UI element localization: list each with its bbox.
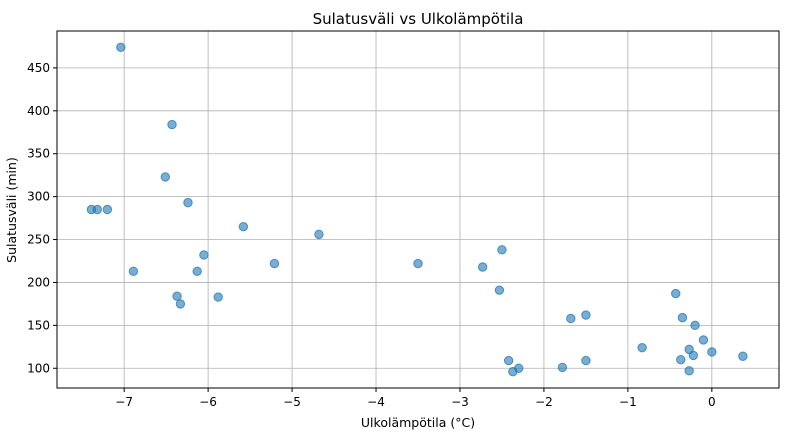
data-point xyxy=(566,313,576,324)
x-tick-label: −4 xyxy=(367,395,385,409)
data-point xyxy=(160,172,171,182)
y-tick-label: 350 xyxy=(27,147,50,161)
data-point xyxy=(698,335,709,345)
data-point xyxy=(92,204,102,215)
data-point xyxy=(175,299,186,309)
data-point xyxy=(192,266,202,276)
data-point xyxy=(738,351,748,361)
x-tick-label: −2 xyxy=(535,395,553,409)
y-tick-label: 200 xyxy=(27,275,50,289)
x-tick-label: 0 xyxy=(708,395,716,409)
y-tick-label: 250 xyxy=(27,233,50,247)
data-point xyxy=(116,42,126,53)
data-point xyxy=(581,355,591,366)
data-point xyxy=(199,250,209,260)
data-point xyxy=(707,347,717,357)
data-point xyxy=(213,292,223,302)
data-point xyxy=(514,363,524,373)
x-tick-label: −6 xyxy=(199,395,217,409)
data-points xyxy=(86,42,748,377)
y-axis-label: Sulatusväli (min) xyxy=(4,157,19,263)
data-point xyxy=(557,362,568,373)
data-point xyxy=(183,197,193,208)
data-point xyxy=(688,350,699,361)
grid-lines xyxy=(57,31,779,388)
data-point xyxy=(503,355,514,366)
data-point xyxy=(581,310,591,320)
x-tick-label: −1 xyxy=(619,395,637,409)
data-point xyxy=(676,354,686,365)
chart-title: Sulatusväli vs Ulkolämpötila xyxy=(313,10,524,28)
data-point xyxy=(677,312,688,323)
data-point xyxy=(497,245,507,255)
data-point xyxy=(128,266,139,276)
plot-frame xyxy=(56,30,780,389)
y-tick-label: 400 xyxy=(27,104,50,118)
data-point xyxy=(269,258,280,269)
data-point xyxy=(172,291,182,301)
data-point xyxy=(413,258,423,269)
data-point xyxy=(314,229,324,240)
data-point xyxy=(102,204,113,215)
data-point xyxy=(167,119,177,130)
x-axis-label: Ulkolämpötila (°C) xyxy=(361,415,475,430)
y-tick-label: 300 xyxy=(27,190,50,204)
data-point xyxy=(477,262,488,272)
data-point xyxy=(671,288,681,299)
y-tick-label: 150 xyxy=(27,318,50,332)
data-point xyxy=(494,285,505,295)
y-axis-ticks: 100 150 200 250 300 350 400 450 xyxy=(27,61,57,375)
data-point xyxy=(637,342,647,353)
x-axis-ticks: −7 −6 −5 −4 −3 −2 −1 0 xyxy=(115,388,716,409)
x-tick-label: −7 xyxy=(115,395,133,409)
data-point xyxy=(238,221,249,232)
x-tick-label: −3 xyxy=(451,395,469,409)
data-point xyxy=(690,320,700,331)
y-tick-label: 100 xyxy=(27,361,50,375)
x-tick-label: −5 xyxy=(283,395,301,409)
y-tick-label: 450 xyxy=(27,61,50,75)
data-point xyxy=(684,366,694,376)
